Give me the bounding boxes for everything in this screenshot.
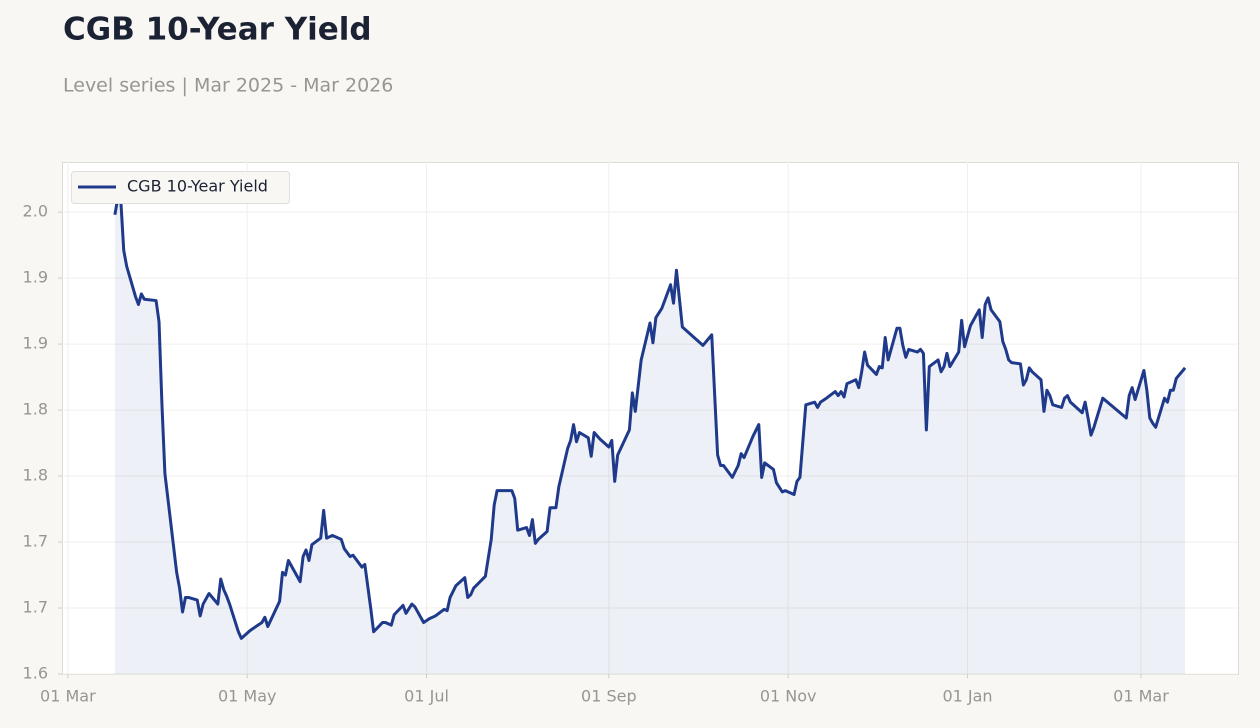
chart-subtitle: Level series | Mar 2025 - Mar 2026 [63,75,393,97]
x-tick-label: 01 Mar [40,687,96,706]
grid [62,162,1238,675]
x-tick-label: 01 Mar [1113,687,1169,706]
y-tick-label: 2.0 [23,202,48,221]
x-tick-label: 01 Nov [760,687,817,706]
marks [113,196,1187,674]
y-tick-label: 1.6 [23,664,48,683]
axes: 1.6 1.7 1.7 1.8 1.8 1.9 1.9 2.0 01 Mar 01 May 01 J… [23,202,1170,706]
legend-box [71,171,290,204]
legend: CGB 10-Year Yield [71,171,290,204]
area-shade [114,197,1186,674]
y-tick-label: 1.7 [23,598,48,617]
y-tick-label: 1.9 [23,268,48,287]
y-tick-label: 1.8 [23,400,48,419]
x-tick-label: 01 May [218,687,277,706]
x-tick-label: 01 Jul [404,687,449,706]
y-tick-label: 1.8 [23,466,48,485]
plot-area [62,162,1239,675]
y-tick-label: 1.7 [23,532,48,551]
x-tick-label: 01 Jan [942,687,992,706]
chart-title: CGB 10-Year Yield [63,12,372,48]
line [113,196,1187,640]
x-tick-label: 01 Sep [581,687,637,706]
legend-label: CGB 10-Year Yield [127,177,268,196]
y-tick-label: 1.9 [23,334,48,353]
